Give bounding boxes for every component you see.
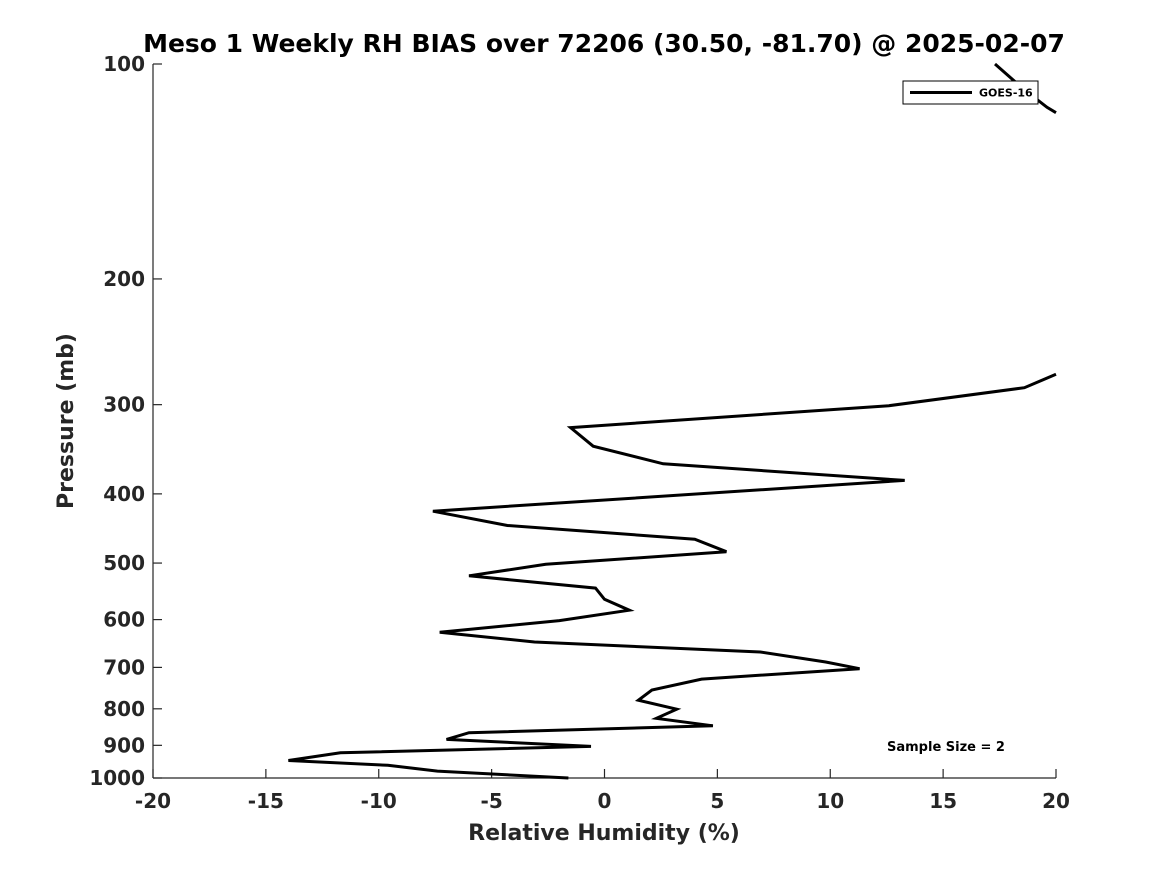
x-tick-label: -10 xyxy=(361,789,397,813)
y-tick-label: 1000 xyxy=(89,766,145,790)
y-tick-label: 200 xyxy=(103,267,145,291)
series-lines xyxy=(288,62,1057,780)
x-tick-label: 5 xyxy=(710,789,724,813)
y-tick-label: 500 xyxy=(103,551,145,575)
legend-entry-goes-16: GOES-16 xyxy=(979,87,1033,100)
x-tick-label: 0 xyxy=(598,789,612,813)
y-tick-label: 600 xyxy=(103,608,145,632)
chart-title: Meso 1 Weekly RH BIAS over 72206 (30.50,… xyxy=(143,29,1065,58)
sample-size-annotation: Sample Size = 2 xyxy=(887,740,1005,755)
x-tick-label: 10 xyxy=(816,789,844,813)
x-axis-label: Relative Humidity (%) xyxy=(468,821,740,846)
x-tick-label: -5 xyxy=(481,789,503,813)
y-tick-label: 400 xyxy=(103,482,145,506)
y-tick-label: 700 xyxy=(103,655,145,679)
x-tick-label: 20 xyxy=(1042,789,1070,813)
x-tick-label: -20 xyxy=(135,789,171,813)
y-axis-label: Pressure (mb) xyxy=(54,333,79,509)
y-tick-label: 800 xyxy=(103,697,145,721)
legend: GOES-16 xyxy=(902,80,1039,105)
y-tick-label: 100 xyxy=(103,52,145,76)
x-tick-label: -15 xyxy=(248,789,284,813)
x-tick-label: 15 xyxy=(929,789,957,813)
y-tick-label: 900 xyxy=(103,733,145,757)
series-line-goes-16 xyxy=(288,372,1057,780)
axes xyxy=(152,64,1056,779)
y-tick-label: 300 xyxy=(103,393,145,417)
tick-marks: -20 -15 -10 -5 0 5 10 15 20 100 200 300 400 500 600 700… xyxy=(89,52,1070,813)
